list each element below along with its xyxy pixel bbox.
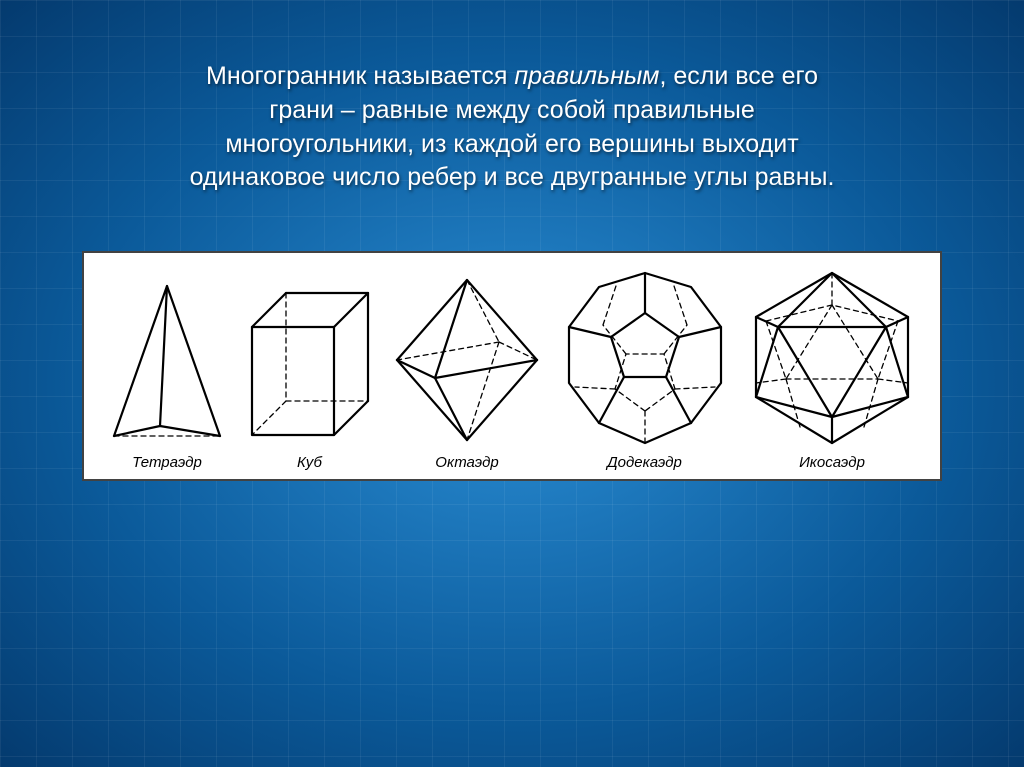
solid-icosahedron: Икосаэдр xyxy=(742,265,922,471)
caption-cube: Куб xyxy=(297,454,322,471)
title-line1-pre: Многогранник называется xyxy=(206,62,514,90)
solids-panel: Тетраэдр xyxy=(82,251,942,481)
title-line1-post: , если все его xyxy=(659,62,818,90)
title-line1-em: правильным xyxy=(514,62,659,90)
caption-tetrahedron: Тетраэдр xyxy=(132,454,202,471)
caption-icosahedron: Икосаэдр xyxy=(799,454,865,471)
cube-icon xyxy=(240,275,380,450)
dodecahedron-icon xyxy=(555,265,735,450)
solid-dodecahedron: Додекаэдр xyxy=(555,265,735,471)
octahedron-icon xyxy=(387,270,547,450)
solid-cube: Куб xyxy=(240,265,380,471)
tetrahedron-icon xyxy=(102,276,232,446)
title-line4: одинаковое число ребер и все двугранные … xyxy=(190,163,835,191)
solid-octahedron: Октаэдр xyxy=(387,265,547,471)
caption-dodecahedron: Додекаэдр xyxy=(607,454,682,471)
definition-text: Многогранник называется правильным, если… xyxy=(70,60,954,195)
slide: Многогранник называется правильным, если… xyxy=(0,0,1024,767)
icosahedron-icon xyxy=(742,265,922,450)
caption-octahedron: Октаэдр xyxy=(435,454,498,471)
solid-tetrahedron: Тетраэдр xyxy=(102,265,232,471)
title-line3: многоугольники, из каждой его вершины вы… xyxy=(225,130,798,158)
title-line2: грани – равные между собой правильные xyxy=(269,96,754,124)
